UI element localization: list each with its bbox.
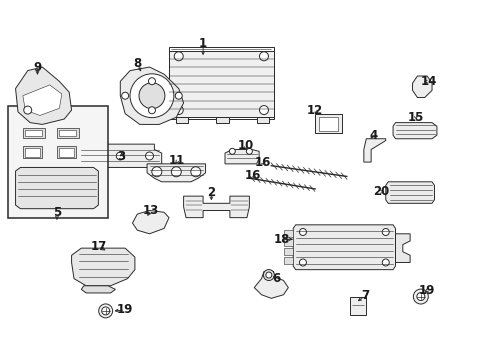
Circle shape	[259, 105, 268, 114]
Bar	[23, 146, 42, 158]
Polygon shape	[169, 51, 273, 117]
Polygon shape	[293, 225, 395, 270]
Text: 12: 12	[306, 104, 323, 117]
Circle shape	[102, 307, 109, 315]
Text: 5: 5	[53, 206, 61, 219]
Circle shape	[412, 289, 427, 304]
Circle shape	[152, 167, 162, 177]
Bar	[284, 257, 293, 264]
Circle shape	[175, 92, 182, 99]
Bar	[8, 107, 108, 218]
Text: 11: 11	[169, 154, 185, 167]
Text: 1: 1	[199, 36, 207, 50]
Polygon shape	[256, 117, 268, 123]
Circle shape	[130, 74, 174, 118]
Circle shape	[263, 270, 274, 280]
Text: 19: 19	[117, 303, 133, 316]
Polygon shape	[314, 114, 341, 134]
Circle shape	[229, 148, 235, 154]
Polygon shape	[79, 144, 162, 167]
Text: 4: 4	[368, 129, 376, 142]
Bar	[284, 230, 293, 237]
Polygon shape	[224, 149, 259, 164]
Bar	[23, 128, 45, 138]
Circle shape	[174, 52, 183, 61]
Text: 2: 2	[207, 186, 215, 199]
Polygon shape	[147, 164, 205, 182]
Bar	[59, 130, 76, 136]
Polygon shape	[349, 297, 365, 315]
Text: 7: 7	[361, 289, 368, 302]
Circle shape	[299, 229, 306, 235]
Circle shape	[24, 106, 32, 114]
Polygon shape	[392, 123, 436, 139]
Bar	[169, 47, 273, 119]
Bar	[57, 128, 79, 138]
Text: 19: 19	[418, 284, 434, 297]
Bar	[57, 146, 76, 158]
Text: 10: 10	[237, 139, 254, 152]
Polygon shape	[71, 248, 135, 286]
Circle shape	[246, 148, 252, 154]
Circle shape	[190, 167, 201, 177]
Polygon shape	[318, 117, 337, 131]
Polygon shape	[81, 286, 115, 293]
Text: 17: 17	[90, 240, 106, 253]
Circle shape	[382, 259, 388, 266]
Text: 16: 16	[254, 156, 271, 169]
Text: 15: 15	[407, 111, 423, 124]
Circle shape	[299, 259, 306, 266]
Bar	[284, 239, 293, 246]
Text: 16: 16	[244, 169, 261, 182]
Circle shape	[148, 107, 155, 114]
Circle shape	[99, 304, 112, 318]
Circle shape	[139, 83, 164, 109]
Polygon shape	[254, 271, 288, 298]
Polygon shape	[132, 211, 169, 234]
Polygon shape	[183, 196, 249, 218]
Bar	[25, 148, 40, 157]
Circle shape	[116, 152, 124, 160]
Polygon shape	[412, 76, 431, 98]
Circle shape	[122, 92, 128, 99]
Text: 18: 18	[273, 233, 289, 246]
Polygon shape	[176, 117, 188, 123]
Polygon shape	[120, 67, 183, 125]
Bar	[59, 148, 74, 157]
Polygon shape	[385, 182, 433, 203]
Text: 9: 9	[33, 60, 41, 73]
Bar	[25, 130, 42, 136]
Text: 8: 8	[133, 57, 141, 70]
Polygon shape	[16, 67, 71, 125]
Text: 20: 20	[372, 185, 388, 198]
Circle shape	[87, 152, 95, 160]
Text: 14: 14	[420, 75, 436, 88]
Bar	[284, 248, 293, 255]
Text: 6: 6	[271, 272, 280, 285]
Polygon shape	[23, 85, 61, 116]
Circle shape	[382, 229, 388, 235]
Polygon shape	[16, 167, 98, 209]
Polygon shape	[216, 117, 228, 123]
Circle shape	[416, 293, 424, 301]
Text: 3: 3	[118, 150, 125, 163]
Circle shape	[259, 52, 268, 61]
Circle shape	[174, 105, 183, 114]
Polygon shape	[363, 139, 385, 162]
Circle shape	[148, 78, 155, 85]
Polygon shape	[395, 234, 409, 262]
Circle shape	[145, 152, 153, 160]
Text: 13: 13	[142, 204, 159, 217]
Circle shape	[171, 167, 181, 177]
Circle shape	[265, 272, 271, 278]
